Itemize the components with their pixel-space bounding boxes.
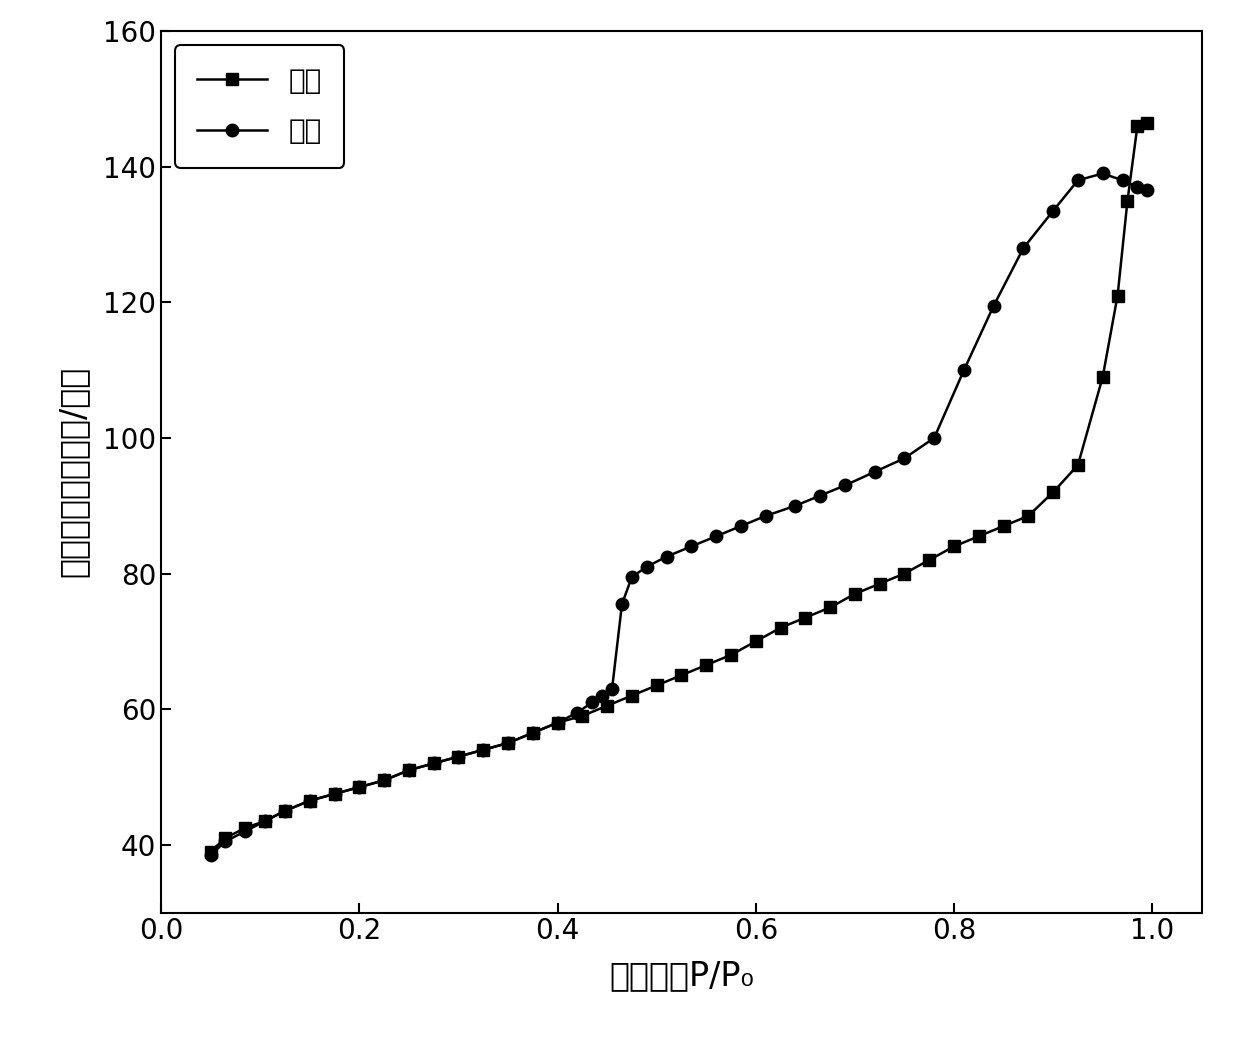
脱附 (525, 727, 540, 739)
吸附 (1046, 204, 1061, 217)
脱附 (1046, 486, 1061, 499)
吸附 (278, 805, 292, 817)
吸附 (867, 466, 882, 478)
吸附 (684, 540, 699, 553)
吸附 (401, 764, 416, 777)
吸附 (258, 815, 273, 828)
吸附 (659, 551, 674, 563)
吸附 (733, 520, 748, 532)
吸附 (1115, 174, 1130, 187)
脱附 (501, 737, 515, 750)
脱附 (218, 832, 233, 844)
吸附 (203, 848, 218, 861)
吸附 (605, 682, 620, 695)
脱附 (996, 520, 1011, 532)
脱附 (1140, 116, 1155, 129)
吸附 (501, 737, 515, 750)
脱附 (476, 744, 491, 756)
吸附 (570, 706, 585, 719)
脱附 (1130, 120, 1145, 133)
吸附 (1130, 180, 1145, 193)
吸附 (813, 489, 828, 502)
脱附 (773, 621, 788, 634)
Y-axis label: 吸附量（立方厘米/克）: 吸附量（立方厘米/克） (56, 366, 89, 578)
脱附 (327, 788, 342, 801)
吸附 (302, 794, 317, 807)
吸附 (709, 530, 724, 542)
脱附 (724, 649, 738, 662)
吸附 (525, 727, 540, 739)
吸附 (426, 757, 441, 769)
吸附 (957, 364, 971, 376)
脱附 (451, 751, 466, 763)
吸附 (758, 509, 773, 522)
脱附 (377, 774, 392, 786)
吸附 (897, 452, 912, 465)
脱附 (748, 635, 763, 647)
Line: 脱附: 脱附 (204, 116, 1154, 858)
脱附 (847, 588, 862, 600)
脱附 (699, 658, 714, 671)
吸附 (1095, 167, 1110, 179)
X-axis label: 相对压力P/P₀: 相对压力P/P₀ (610, 959, 753, 992)
脱附 (575, 709, 590, 722)
Line: 吸附: 吸附 (204, 167, 1154, 861)
吸附 (595, 690, 610, 702)
吸附 (585, 696, 600, 708)
脱附 (352, 781, 367, 793)
吸附 (1016, 242, 1031, 254)
脱附 (1070, 458, 1085, 471)
吸附 (1140, 185, 1155, 197)
吸附 (377, 774, 392, 786)
吸附 (550, 717, 565, 729)
脱附 (203, 845, 218, 858)
脱附 (624, 690, 639, 702)
脱附 (401, 764, 416, 777)
脱附 (238, 821, 253, 834)
吸附 (624, 570, 639, 583)
吸附 (476, 744, 491, 756)
吸附 (451, 751, 466, 763)
脱附 (798, 612, 813, 624)
吸附 (327, 788, 342, 801)
脱附 (1120, 194, 1135, 206)
脱附 (302, 794, 317, 807)
脱附 (1021, 509, 1036, 522)
脱附 (922, 554, 937, 566)
脱附 (258, 815, 273, 828)
脱附 (550, 717, 565, 729)
吸附 (838, 479, 852, 492)
脱附 (278, 805, 292, 817)
吸附 (788, 500, 803, 512)
脱附 (872, 578, 887, 590)
吸附 (218, 835, 233, 847)
脱附 (674, 669, 689, 681)
脱附 (649, 679, 664, 692)
Legend: 脱附, 吸附: 脱附, 吸附 (175, 45, 344, 168)
吸附 (927, 431, 942, 444)
脱附 (897, 567, 912, 580)
脱附 (600, 700, 615, 712)
脱附 (426, 757, 441, 769)
吸附 (1070, 174, 1085, 187)
脱附 (823, 601, 838, 614)
脱附 (1095, 370, 1110, 383)
脱附 (1110, 289, 1125, 302)
吸附 (615, 597, 629, 610)
吸附 (352, 781, 367, 793)
吸附 (639, 561, 654, 573)
吸附 (238, 825, 253, 838)
脱附 (971, 530, 986, 542)
吸附 (986, 300, 1001, 312)
脱附 (947, 540, 961, 553)
